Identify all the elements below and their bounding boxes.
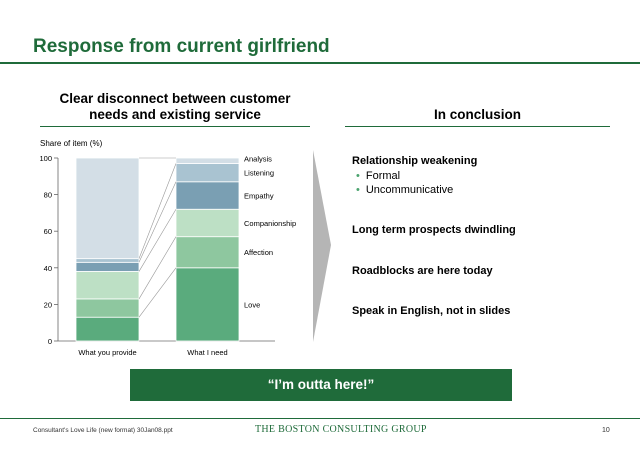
banner: “I’m outta here!” — [130, 369, 512, 401]
page-title: Response from current girlfriend — [33, 36, 330, 57]
bullet-dot-icon: • — [356, 170, 360, 182]
title-divider — [0, 62, 640, 64]
bar-segment-analysis — [175, 157, 240, 164]
bar-segment-love — [75, 316, 140, 342]
connector-line — [138, 181, 177, 263]
connector-line — [138, 267, 177, 318]
left-heading-line2: needs and existing service — [89, 107, 261, 122]
series-label: Analysis — [244, 155, 272, 164]
bar-segment-affection — [75, 298, 140, 318]
bar-segment-listening — [75, 258, 140, 263]
y-tick-label: 80 — [44, 191, 52, 200]
y-tick-label: 100 — [39, 154, 52, 163]
y-axis-label: Share of item (%) — [40, 139, 103, 148]
bar-segment-analysis — [75, 157, 140, 260]
left-heading: Clear disconnect between customer needs … — [40, 91, 310, 123]
conclusion-1-bullets: • Formal • Uncommunicative — [356, 169, 453, 197]
bullet-text: Formal — [365, 170, 401, 182]
bullet-item: • Formal — [356, 169, 453, 183]
y-tick-label: 20 — [44, 300, 52, 309]
bar-segment-empathy — [175, 181, 240, 210]
page-number: 10 — [602, 427, 610, 434]
conclusion-4: Speak in English, not in slides — [352, 305, 511, 317]
bar-segment-love — [175, 267, 240, 342]
conclusion-3: Roadblocks are here today — [352, 265, 493, 277]
right-heading-divider — [345, 126, 610, 127]
x-category-label: What you provide — [78, 348, 136, 357]
y-tick-label: 40 — [44, 264, 52, 273]
footer-divider — [0, 418, 640, 419]
connector-line — [138, 236, 177, 300]
left-heading-divider — [40, 126, 310, 127]
conclusion-1: Relationship weakening — [352, 155, 478, 167]
bar-segment-listening — [175, 163, 240, 183]
left-heading-line1: Clear disconnect between customer — [59, 91, 291, 106]
plot-area: 0 20 40 60 80 100 Love Affection Companionship Em… — [39, 154, 296, 357]
connector-line — [138, 209, 177, 272]
connector-line — [138, 163, 177, 259]
right-heading: In conclusion — [433, 107, 521, 122]
y-tick-label: 60 — [44, 227, 52, 236]
bullet-item: • Uncommunicative — [356, 183, 453, 197]
x-category-label: What I need — [187, 348, 227, 357]
bcg-logo: THE BOSTON CONSULTING GROUP — [255, 424, 427, 435]
conclusion-arrow — [313, 150, 331, 342]
bar-segment-companionship — [175, 208, 240, 238]
bar-segment-empathy — [75, 261, 140, 272]
series-label: Listening — [244, 169, 274, 178]
bar-segment-companionship — [75, 271, 140, 300]
bullet-text: Uncommunicative — [365, 184, 454, 196]
series-label: Love — [244, 300, 260, 309]
y-tick-label: 0 — [48, 337, 52, 346]
bar-segment-affection — [175, 236, 240, 269]
series-label: Affection — [244, 248, 273, 257]
series-label: Empathy — [244, 192, 274, 201]
footer-filename: Consultant's Love Life (new format) 30Ja… — [33, 427, 173, 434]
bullet-dot-icon: • — [356, 184, 360, 196]
conclusion-2: Long term prospects dwindling — [352, 224, 516, 236]
series-label: Companionship — [244, 219, 296, 228]
